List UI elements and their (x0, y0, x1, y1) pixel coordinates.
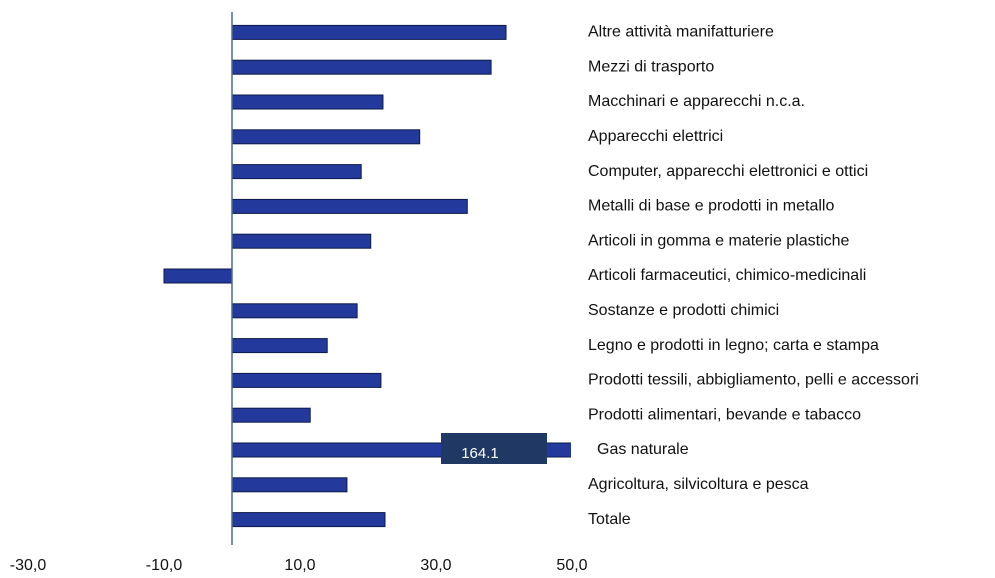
x-tick-label: 30,0 (420, 557, 451, 574)
bar (231, 303, 358, 319)
bar (231, 94, 384, 110)
category-label: Totale (588, 511, 631, 528)
category-label: Apparecchi elettrici (588, 128, 723, 145)
bar (231, 24, 507, 40)
bar (231, 407, 311, 423)
category-label: Macchinari e apparecchi n.c.a. (588, 93, 805, 110)
bar (231, 59, 492, 75)
bar (163, 268, 233, 284)
x-tick-label: -30,0 (10, 557, 47, 574)
bar (231, 477, 348, 493)
value-label: 164.1 (461, 445, 499, 462)
bars (163, 24, 571, 528)
category-label: Legno e prodotti in legno; carta e stamp… (588, 337, 879, 354)
bar (231, 338, 328, 354)
bar (231, 512, 386, 528)
bar (231, 372, 382, 388)
category-label: Computer, apparecchi elettronici e ottic… (588, 163, 868, 180)
value-label-box (441, 433, 547, 464)
bar (231, 129, 421, 145)
category-label: Mezzi di trasporto (588, 58, 714, 75)
bar (231, 233, 372, 249)
category-label: Metalli di base e prodotti in metallo (588, 198, 834, 215)
x-tick-label: 10,0 (284, 557, 315, 574)
category-label: Agricoltura, silvicoltura e pesca (588, 476, 809, 493)
bar (231, 164, 362, 180)
category-label: Articoli farmaceutici, chimico-medicinal… (588, 267, 866, 284)
category-label: Altre attività manifatturiere (588, 24, 774, 41)
bar (231, 198, 468, 214)
category-label: Sostanze e prodotti chimici (588, 302, 779, 319)
category-label: Articoli in gomma e materie plastiche (588, 232, 850, 249)
category-label: Prodotti tessili, abbigliamento, pelli e… (588, 372, 919, 389)
category-label: Gas naturale (597, 441, 689, 458)
x-tick-label: -10,0 (146, 557, 183, 574)
x-tick-label: 50,0 (556, 557, 587, 574)
category-label: Prodotti alimentari, bevande e tabacco (588, 406, 861, 423)
